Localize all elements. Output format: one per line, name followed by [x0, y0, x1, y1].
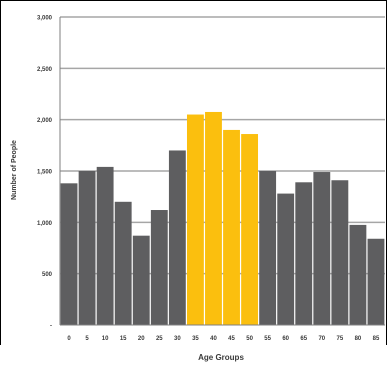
bar-15	[114, 201, 132, 325]
y-tick-label: 500	[42, 272, 53, 278]
y-tick-label: 3,000	[37, 16, 53, 22]
gridlines	[60, 16, 385, 275]
x-tick-label: 5	[85, 336, 89, 342]
x-tick-labels: 0 5 10 15 20 25 30 35 40 45 50 55 60 65 70 75 80 85	[67, 336, 380, 342]
bar-40	[205, 111, 222, 325]
x-tick-label: 15	[120, 336, 127, 342]
x-axis-title: Age Groups	[198, 353, 244, 362]
bar-60	[277, 193, 295, 325]
bar-10	[96, 166, 114, 325]
y-tick-label: 2,000	[37, 118, 53, 124]
x-tick-label: 85	[373, 336, 380, 342]
x-tick-label: 75	[337, 336, 344, 342]
x-tick-label: 30	[174, 336, 181, 342]
bar-65	[295, 182, 313, 325]
y-tick-label: 1,000	[37, 221, 53, 227]
bar-45	[223, 129, 240, 325]
bars	[60, 111, 385, 326]
axes	[59, 17, 385, 326]
y-axis-title: Number of People	[11, 140, 18, 200]
x-tick-label: 25	[156, 336, 163, 342]
x-tick-label: 0	[67, 336, 71, 342]
bar-20	[132, 235, 150, 325]
frame-top-border	[0, 0, 387, 1]
bar-50	[241, 134, 259, 325]
y-tick-labels: - 500 1,000 1,500 2,000 2,500 3,000	[37, 16, 53, 330]
x-tick-label: 65	[300, 336, 307, 342]
bar-30	[168, 150, 186, 325]
x-tick-label: 10	[102, 336, 109, 342]
x-tick-label: 50	[246, 336, 253, 342]
bar-85	[367, 238, 385, 325]
bar-35	[186, 114, 204, 326]
x-tick-label: 80	[355, 336, 362, 342]
x-tick-label: 35	[192, 336, 199, 342]
x-tick-label: 60	[282, 336, 289, 342]
x-tick-label: 45	[228, 336, 235, 342]
x-tick-label: 40	[210, 336, 217, 342]
x-tick-label: 20	[138, 336, 145, 342]
bar-75	[331, 180, 349, 325]
y-tick-label: -	[50, 324, 52, 330]
bar-0	[60, 183, 78, 325]
bar-5	[78, 171, 96, 325]
bar-25	[150, 210, 168, 325]
bar-70	[313, 172, 331, 325]
x-tick-label: 55	[264, 336, 271, 342]
y-tick-label: 1,500	[37, 170, 53, 176]
x-tick-label: 70	[318, 336, 325, 342]
y-tick-label: 2,500	[37, 67, 53, 73]
bar-55	[259, 171, 277, 325]
bar-80	[349, 224, 367, 325]
frame-left-border	[0, 0, 1, 345]
